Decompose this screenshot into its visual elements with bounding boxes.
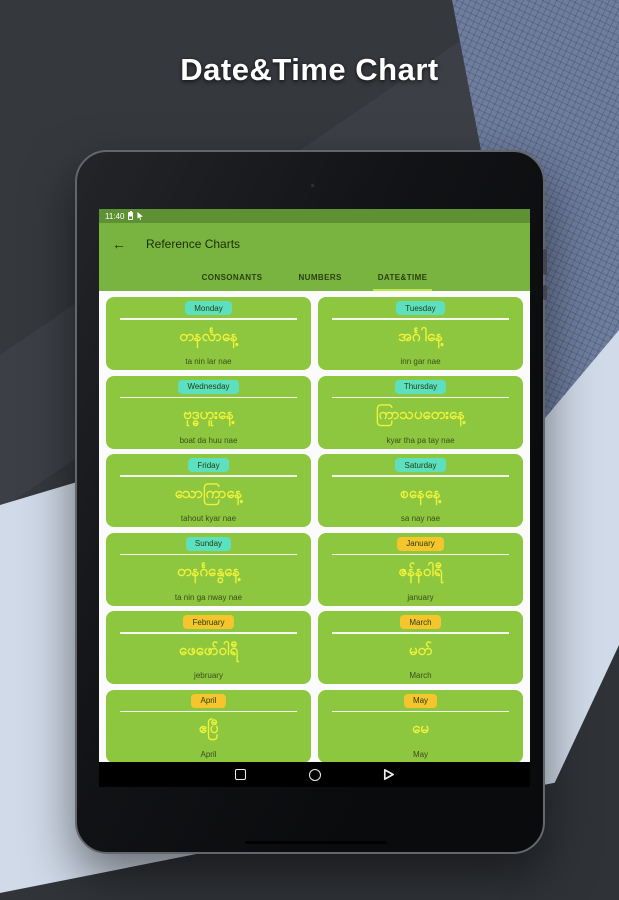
card-burmese-text: စနေနေ့ (400, 484, 441, 502)
page-title: Date&Time Chart (180, 52, 439, 87)
card-divider (332, 396, 509, 398)
card-badge: Friday (188, 458, 229, 472)
card-burmese-text: မေ (412, 720, 429, 737)
speaker-slot (245, 841, 387, 844)
card-badge: Saturday (395, 458, 446, 472)
card-divider (332, 710, 509, 712)
card-divider (332, 475, 509, 477)
card-romanization: jebruary (194, 671, 223, 680)
card-romanization: january (407, 592, 434, 602)
card-romanization: tahout kyar nae (180, 514, 237, 523)
card-badge: Sunday (185, 536, 232, 551)
card-romanization: ta nin ga nway nae (174, 592, 243, 602)
card-romanization: May (412, 749, 429, 759)
card-divider (332, 632, 509, 634)
card-divider (120, 475, 297, 477)
card-divider (120, 710, 297, 712)
chart-card: March မတ် March (318, 611, 523, 684)
card-badge: Monday (185, 301, 232, 315)
card-divider (120, 553, 297, 555)
back-button[interactable]: ← (112, 236, 126, 252)
card-burmese-text: သောကြာနေ့ (174, 484, 243, 502)
app-bar: ← Reference Charts (99, 223, 530, 265)
card-burmese-text: အင်္ဂါနေ့ (398, 327, 443, 345)
card-divider (120, 632, 297, 634)
app-bar-title: Reference Charts (146, 237, 241, 251)
chart-card: Friday သောကြာနေ့ tahout kyar nae (106, 454, 311, 527)
chart-card: Tuesday အင်္ဂါနေ့ inn gar nae (318, 297, 523, 370)
card-badge: February (183, 615, 234, 629)
back-triangle-icon (383, 769, 394, 780)
chart-card: May မေ May (318, 689, 523, 762)
card-divider (120, 396, 297, 398)
card-divider (332, 553, 509, 555)
card-badge: May (403, 693, 438, 708)
card-romanization: inn gar nae (400, 357, 441, 366)
recents-square-icon (235, 769, 246, 780)
tab-datetime[interactable]: DATE&TIME (372, 265, 433, 291)
status-time: 11:40 (105, 211, 125, 221)
card-badge: Thursday (394, 379, 447, 394)
chart-card: Saturday စနေနေ့ sa nay nae (318, 454, 523, 527)
chart-card: Sunday တနင်္ဂနွေနေ့ ta nin ga nway nae (106, 532, 311, 606)
recents-button[interactable] (233, 767, 249, 783)
card-burmese-text: တနင်္ဂနွေနေ့ (176, 563, 241, 580)
home-circle-icon (308, 768, 321, 781)
card-romanization: sa nay nae (400, 514, 441, 523)
card-romanization: April (200, 749, 217, 759)
chart-card: Wednesday ဗုဒ္ဓဟူးနေ့ boat da huu nae (106, 375, 311, 449)
card-badge: January (397, 536, 444, 551)
chart-card: April ဧပြီ April (106, 689, 311, 762)
status-bar: 11:40 (99, 209, 530, 223)
card-badge: March (400, 615, 441, 629)
cards-grid[interactable]: Monday တနင်္လာနေ့ ta nin lar nae Tuesday… (99, 291, 530, 762)
card-romanization: March (409, 671, 432, 680)
volume-button (543, 285, 547, 300)
chart-card: January ဇန်နဝါရီ january (318, 532, 523, 606)
card-burmese-text: ကြာသပတေးနေ့ (376, 406, 465, 423)
card-burmese-text: မတ် (408, 641, 433, 659)
card-burmese-text: ဗုဒ္ဓဟူးနေ့ (183, 406, 234, 423)
tab-consonants[interactable]: CONSONANTS (197, 265, 268, 291)
card-badge: Tuesday (396, 301, 445, 315)
tab-numbers[interactable]: NUMBERS (293, 265, 346, 291)
battery-icon (128, 211, 134, 220)
card-romanization: ta nin lar nae (185, 357, 232, 366)
card-romanization: kyar tha pa tay nae (386, 435, 455, 445)
cursor-icon (137, 212, 143, 220)
card-burmese-text: ဇန်နဝါရီ (398, 563, 443, 580)
chart-card: Thursday ကြာသပတေးနေ့ kyar tha pa tay nae (318, 375, 523, 449)
tablet-screen: 11:40 ← Reference Charts CONSONANTS NUMB… (99, 209, 530, 787)
card-divider (332, 318, 509, 320)
tab-bar: CONSONANTS NUMBERS DATE&TIME (99, 265, 530, 291)
card-badge: April (191, 693, 226, 708)
card-romanization: boat da huu nae (179, 435, 238, 445)
chart-card: February ဖေဖော်ဝါရီ jebruary (106, 611, 311, 684)
power-button (543, 249, 547, 275)
card-badge: Wednesday (178, 379, 239, 394)
chart-card: Monday တနင်္လာနေ့ ta nin lar nae (106, 297, 311, 370)
card-burmese-text: ဖေဖော်ဝါရီ (178, 641, 239, 659)
tablet-device: 11:40 ← Reference Charts CONSONANTS NUMB… (75, 150, 547, 854)
navigation-bar (99, 762, 530, 787)
home-button[interactable] (307, 767, 323, 783)
card-burmese-text: တနင်္လာနေ့ (179, 327, 238, 345)
front-camera-icon (310, 183, 315, 188)
card-burmese-text: ဧပြီ (198, 720, 219, 737)
back-nav-button[interactable] (381, 767, 397, 783)
card-divider (120, 318, 297, 320)
